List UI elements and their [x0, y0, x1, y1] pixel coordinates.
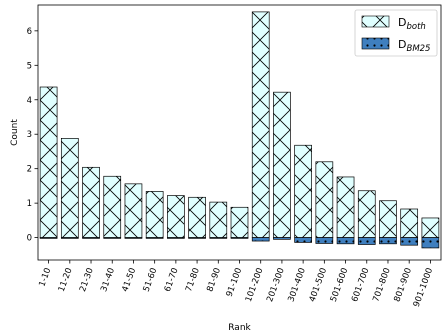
y-tick-label: 0 [27, 234, 32, 244]
bar-hatch-d-both-601-700 [357, 190, 376, 238]
bar-hatch-d-both-401-500 [315, 161, 334, 238]
bar-hatch-d-bm25-801-900 [400, 237, 419, 246]
x-tick-label: 41-50 [120, 267, 138, 294]
bar-hatch-d-both-501-600 [336, 176, 355, 238]
bar-hatch-d-both-1-10 [39, 86, 58, 238]
legend-swatch-hatch [362, 38, 389, 49]
x-tick-label: 501-600 [329, 267, 351, 304]
bar-hatch-d-both-701-800 [379, 200, 397, 238]
bars-d-both [39, 11, 440, 238]
bar-hatch-d-bm25-601-700 [357, 237, 376, 245]
x-tick-label: 801-900 [392, 267, 414, 304]
x-axis: 1-10 11-20 21-30 31-40 41-50 51-60 61-70 71-80 8… [37, 260, 435, 308]
plot-frame [37, 4, 442, 261]
bar-hatch-d-both-801-900 [400, 208, 419, 238]
x-tick-label: 1-10 [37, 267, 53, 289]
bar-hatch-d-both-81-90 [209, 201, 228, 238]
bar-hatch-d-both-11-20 [60, 138, 79, 238]
x-tick-label: 21-30 [78, 267, 96, 294]
bar-hatch-d-both-901-1000 [421, 217, 440, 238]
x-tick-label: 401-500 [308, 267, 330, 304]
bars-d-bm25 [39, 237, 440, 249]
y-tick-label: 5 [27, 61, 32, 71]
bar-hatch-d-bm25-91-100 [230, 237, 249, 239]
x-tick-label: 701-800 [371, 267, 393, 304]
y-tick-label: 1 [27, 199, 32, 209]
bar-hatch-d-both-301-400 [294, 144, 312, 238]
x-tick-label: 601-700 [350, 267, 372, 304]
x-axis-label: Rank [228, 323, 251, 333]
bar-hatch-d-bm25-701-800 [379, 237, 397, 245]
legend-label-d-both-sub: both [406, 22, 425, 32]
legend-label-d-bm25: DBM25 [398, 38, 430, 54]
legend-label-d-bm25-sub: BM25 [406, 44, 430, 54]
y-tick-label: 4 [27, 96, 32, 106]
y-axis: 0 1 2 3 4 5 6 [27, 27, 38, 244]
x-tick-label: 101-200 [244, 267, 266, 304]
legend: Dboth DBM25 [354, 9, 438, 57]
bar-hatch-d-both-41-50 [124, 183, 143, 238]
bar-hatch-d-both-71-80 [188, 196, 206, 238]
bar-hatch-d-both-61-70 [167, 195, 185, 238]
bar-hatch-d-both-21-30 [82, 166, 100, 238]
legend-label-d-both: Dboth [398, 16, 426, 32]
bar-hatch-d-bm25-201-300 [273, 237, 291, 240]
bar-hatch-d-bm25-901-1000 [421, 237, 440, 249]
bar-hatch-d-both-101-200 [251, 11, 270, 238]
y-tick-label: 2 [27, 165, 32, 175]
y-axis-label: Count [10, 119, 20, 146]
bar-hatch-d-bm25-71-80 [188, 237, 206, 239]
legend-swatch-hatch [362, 16, 389, 27]
bar-hatch-d-bm25-81-90 [209, 237, 228, 239]
bar-hatch-d-bm25-51-60 [145, 237, 164, 239]
bar-hatch-d-bm25-101-200 [251, 237, 270, 242]
bar-hatch-d-both-51-60 [145, 191, 164, 238]
bar-hatch-d-bm25-401-500 [315, 237, 334, 244]
x-tick-label: 81-90 [205, 267, 223, 294]
bar-hatch-d-bm25-61-70 [167, 237, 185, 239]
y-tick-label: 3 [27, 130, 32, 140]
x-tick-label: 71-80 [184, 267, 202, 294]
x-tick-label: 901-1000 [412, 267, 435, 309]
x-tick-label: 51-60 [142, 267, 160, 294]
bar-hatch-d-both-31-40 [103, 175, 122, 238]
y-tick-label: 6 [27, 27, 32, 37]
bar-hatch-d-bm25-501-600 [336, 237, 355, 245]
bar-hatch-d-bm25-41-50 [124, 237, 143, 239]
legend-label-d-bm25-main: D [398, 38, 406, 51]
x-tick-label: 201-300 [265, 267, 287, 304]
x-tick-label: 11-20 [57, 267, 75, 294]
bar-hatch-d-both-201-300 [273, 91, 291, 238]
bar-hatch-d-bm25-31-40 [103, 237, 122, 239]
bar-hatch-d-bm25-301-400 [294, 237, 312, 243]
bar-hatch-d-bm25-11-20 [60, 237, 79, 239]
x-tick-label: 91-100 [225, 267, 245, 299]
legend-label-d-both-main: D [398, 16, 406, 29]
x-tick-label: 31-40 [99, 267, 117, 294]
bar-hatch-d-bm25-1-10 [39, 237, 58, 239]
bar-hatch-d-bm25-21-30 [82, 237, 100, 239]
x-tick-label: 61-70 [163, 267, 181, 294]
bar-hatch-d-both-91-100 [230, 206, 249, 238]
x-tick-label: 301-400 [286, 267, 308, 304]
